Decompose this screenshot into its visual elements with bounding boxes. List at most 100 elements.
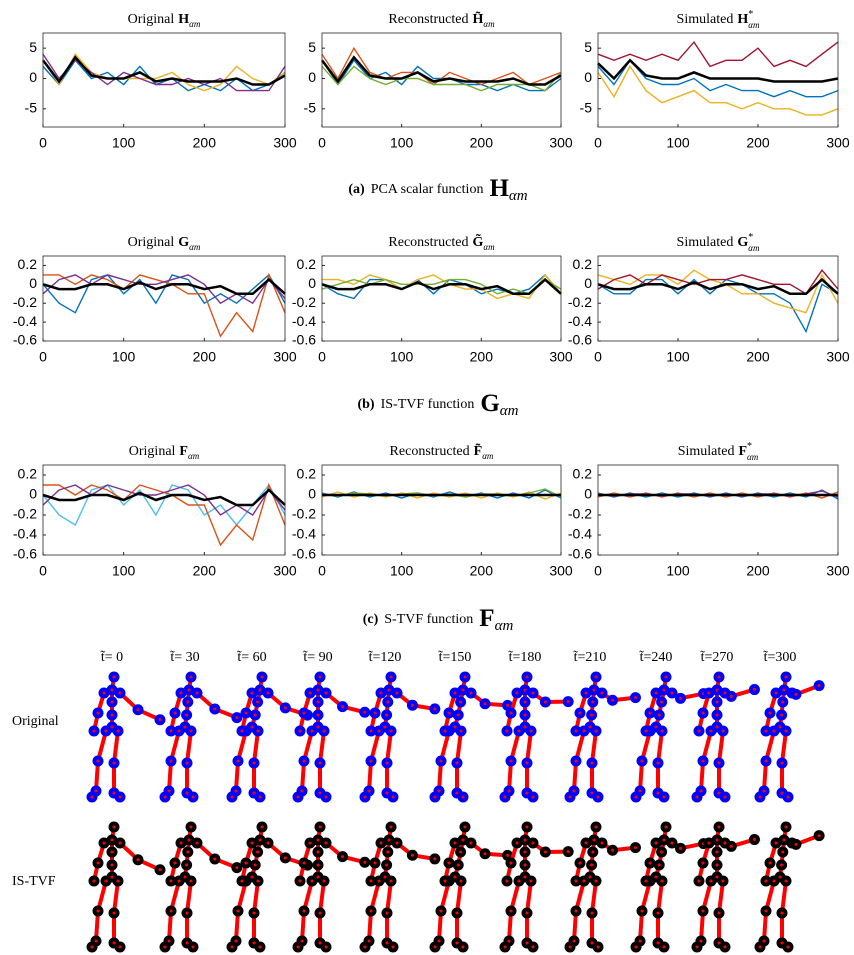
joint-center [94, 939, 98, 943]
title-subscript: αm [482, 451, 494, 461]
joint-center [250, 725, 254, 729]
title-text: Reconstructed [390, 444, 470, 459]
joint-center [648, 861, 652, 865]
title-symbol: F [179, 444, 188, 459]
skeleton [499, 671, 574, 803]
caption-subscript: αm [509, 188, 528, 204]
joint-center [110, 863, 114, 867]
joint-center [584, 841, 588, 845]
joint-center [762, 939, 766, 943]
y-tick-label: 0 [29, 275, 37, 291]
joint-center [515, 841, 519, 845]
x-tick-label: 300 [826, 135, 850, 151]
joint-center [433, 795, 437, 799]
joint-center [780, 863, 784, 867]
series-line [597, 58, 839, 83]
title-symbol: F̃ [474, 442, 483, 459]
joint-center [324, 795, 328, 799]
series-line [597, 40, 839, 68]
joint-center [367, 789, 371, 793]
joint-center [244, 711, 248, 715]
x-tick-label: 100 [112, 135, 136, 151]
joint-center [179, 841, 183, 845]
joint-center [94, 789, 98, 793]
joint-center [611, 848, 615, 852]
joint-center [678, 696, 682, 700]
joint-center [260, 825, 264, 829]
x-tick-label: 0 [594, 349, 602, 365]
series-line [597, 269, 839, 295]
x-tick-label: 300 [826, 349, 850, 365]
joint-center [439, 759, 443, 763]
joint-center [187, 688, 191, 692]
joint-center [169, 759, 173, 763]
caption-text: IS-TVF function [381, 397, 475, 412]
joint-center [173, 711, 177, 715]
joint-center [582, 729, 586, 733]
joint-center [433, 707, 437, 711]
series-line [42, 59, 286, 92]
title-text: Reconstructed [388, 235, 468, 250]
joint-center [363, 860, 367, 864]
x-tick-label: 200 [746, 349, 770, 365]
joint-center [640, 759, 644, 763]
y-tick-label: -0.4 [292, 313, 316, 329]
skeleton [429, 821, 514, 953]
joint-center [523, 838, 527, 842]
joint-center [697, 729, 701, 733]
x-tick-label: 300 [826, 563, 850, 579]
joint-center [529, 729, 533, 733]
y-tick-label: -0.2 [13, 294, 37, 310]
axes-box [321, 464, 562, 556]
joint-center [717, 911, 721, 915]
joint-center [373, 861, 377, 865]
joint-center [578, 861, 582, 865]
joint-center [447, 861, 451, 865]
joint-center [296, 945, 300, 949]
joint-center [817, 834, 821, 838]
joint-center [723, 841, 727, 845]
joint-center [391, 945, 395, 949]
y-tick-label: -0.2 [568, 294, 592, 310]
y-tick-label: -0.6 [568, 332, 592, 348]
joint-center [509, 861, 513, 865]
joint-center [670, 841, 674, 845]
joint-center [515, 691, 519, 695]
joint-center [385, 941, 389, 945]
joint-center [461, 945, 465, 949]
joint-center [118, 691, 122, 695]
joint-center [780, 713, 784, 717]
title-symbol: G [737, 235, 748, 250]
joint-center [369, 879, 373, 883]
title-subscript: αm [747, 452, 759, 462]
y-tick-label: -0.4 [13, 313, 37, 329]
title-subscript: αm [188, 451, 200, 461]
joint-center [463, 675, 467, 679]
x-tick-label: 0 [318, 563, 326, 579]
joint-center [660, 879, 664, 883]
joint-center [591, 700, 595, 704]
x-tick-label: 100 [112, 563, 136, 579]
joint-center [369, 759, 373, 763]
joint-center [391, 795, 395, 799]
joint-center [657, 863, 661, 867]
y-tick-label: 0 [584, 69, 592, 85]
joint-center [717, 675, 721, 679]
plot-area [598, 256, 838, 341]
joint-center [784, 879, 788, 883]
joint-center [258, 945, 262, 949]
joint-center [523, 875, 527, 879]
y-tick-label: 0.2 [297, 256, 317, 272]
joint-center [590, 791, 594, 795]
joint-center [240, 879, 244, 883]
y-tick-label: 0.2 [573, 466, 593, 482]
skeleton [86, 821, 166, 953]
joint-center [298, 879, 302, 883]
y-tick-label: -0.2 [292, 294, 316, 310]
title-subscript: αm [483, 19, 495, 29]
joint-center [572, 939, 576, 943]
joint-center [236, 759, 240, 763]
joint-center [506, 853, 510, 857]
joint-center [316, 700, 320, 704]
